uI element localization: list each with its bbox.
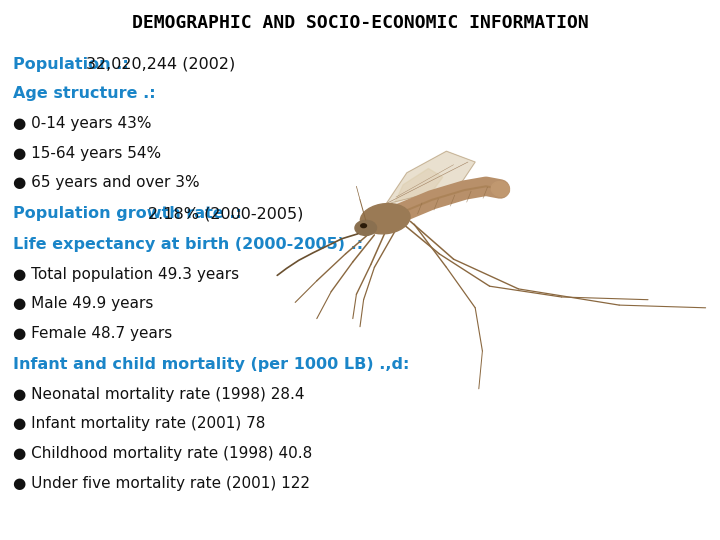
Ellipse shape — [355, 220, 377, 235]
Ellipse shape — [360, 204, 410, 234]
Ellipse shape — [361, 224, 366, 228]
Ellipse shape — [491, 181, 510, 197]
Text: ● Under five mortality rate (2001) 122: ● Under five mortality rate (2001) 122 — [13, 476, 310, 491]
Text: ● 65 years and over 3%: ● 65 years and over 3% — [13, 176, 199, 191]
Polygon shape — [392, 168, 443, 208]
Text: ● Infant mortality rate (2001) 78: ● Infant mortality rate (2001) 78 — [13, 416, 266, 431]
Text: Infant and child mortality (per 1000 LB) .,d:: Infant and child mortality (per 1000 LB)… — [13, 357, 410, 372]
Text: ● Total population 49.3 years: ● Total population 49.3 years — [13, 267, 239, 282]
Text: ● Female 48.7 years: ● Female 48.7 years — [13, 326, 172, 341]
Text: ● 15-64 years 54%: ● 15-64 years 54% — [13, 146, 161, 161]
Text: ● 0-14 years 43%: ● 0-14 years 43% — [13, 116, 151, 131]
Text: DEMOGRAPHIC AND SOCIO-ECONOMIC INFORMATION: DEMOGRAPHIC AND SOCIO-ECONOMIC INFORMATI… — [132, 14, 588, 31]
Text: Life expectancy at birth (2000-2005) .:: Life expectancy at birth (2000-2005) .: — [13, 237, 363, 252]
Text: 2.18% (2000-2005): 2.18% (2000-2005) — [148, 206, 303, 221]
Polygon shape — [385, 151, 475, 205]
Text: Population growth rate .:: Population growth rate .: — [13, 206, 248, 221]
Text: ● Neonatal mortality rate (1998) 28.4: ● Neonatal mortality rate (1998) 28.4 — [13, 387, 305, 402]
Text: ● Childhood mortality rate (1998) 40.8: ● Childhood mortality rate (1998) 40.8 — [13, 446, 312, 461]
Text: 32,020,244 (2002): 32,020,244 (2002) — [86, 57, 235, 72]
Text: Age structure .:: Age structure .: — [13, 86, 156, 102]
Text: Population .:: Population .: — [13, 57, 135, 72]
Text: ● Male 49.9 years: ● Male 49.9 years — [13, 296, 153, 312]
